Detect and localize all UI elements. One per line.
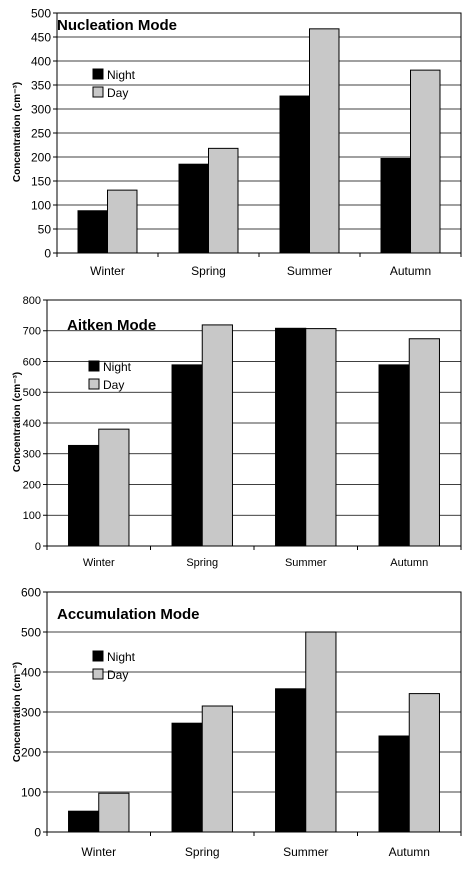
y-axis-label: Concentration (cm⁻³) — [12, 82, 23, 182]
x-tick-label: Summer — [283, 845, 328, 859]
chart-title: Aitken Mode — [67, 317, 156, 334]
y-tick-labels: 0 50 100 150 200 250 300 350 400 450 500 — [31, 6, 57, 260]
bar-night-winter — [68, 810, 100, 833]
legend-label-night: Night — [107, 650, 136, 664]
bar-day-winter — [107, 189, 138, 254]
y-tick-label: 600 — [23, 356, 41, 368]
y-tick-labels: 0 100 200 300 400 500 600 700 800 — [23, 295, 47, 553]
bar-day-summer — [309, 28, 340, 254]
x-tick-label: Summer — [285, 557, 327, 569]
y-tick-label: 200 — [21, 745, 41, 759]
y-tick-labels: 0 100 200 300 400 500 600 — [21, 585, 47, 839]
x-tick-label: Winter — [83, 557, 115, 569]
bar-day-spring — [201, 324, 233, 547]
x-tick-label: Autumn — [390, 557, 428, 569]
y-tick-label: 100 — [23, 510, 41, 522]
bar-day-winter — [98, 792, 130, 833]
legend-swatch-night — [92, 650, 104, 662]
y-tick-label: 500 — [21, 625, 41, 639]
y-tick-label: 350 — [31, 78, 51, 92]
bar-night-spring — [178, 163, 209, 254]
legend-swatch-day — [92, 668, 104, 680]
legend-swatch-night — [92, 68, 104, 80]
y-tick-label: 800 — [23, 295, 41, 307]
y-tick-label: 500 — [31, 6, 51, 20]
bars — [77, 28, 441, 254]
nucleation-panel: 0 50 100 150 200 250 300 350 400 450 500 Winter Spr… — [12, 6, 462, 278]
bar-night-autumn — [378, 364, 410, 547]
accumulation-panel: 0 100 200 300 400 500 600 Winter Spring Summer Au… — [12, 585, 462, 859]
aitken-panel: 0 100 200 300 400 500 600 700 800 Winter Spring Su… — [12, 295, 462, 569]
chart-title: Nucleation Mode — [57, 17, 177, 34]
x-tick-label: Spring — [191, 264, 226, 278]
bars — [68, 324, 440, 547]
legend: Night Day — [88, 360, 132, 392]
bar-night-autumn — [378, 735, 410, 833]
bar-day-spring — [208, 147, 239, 254]
legend: Night Day — [92, 650, 136, 682]
y-axis-label: Concentration (cm⁻³) — [12, 372, 23, 472]
bar-night-winter — [68, 444, 100, 547]
y-tick-label: 0 — [34, 825, 41, 839]
legend-label-day: Day — [107, 86, 128, 100]
x-tick-labels: Winter Spring Summer Autumn — [56, 253, 462, 278]
bar-day-summer — [305, 631, 337, 833]
x-tick-labels: Winter Spring Summer Autumn — [46, 832, 462, 859]
bar-day-autumn — [408, 338, 440, 547]
bar-day-autumn — [408, 693, 440, 833]
legend-swatch-day — [88, 378, 100, 390]
y-tick-label: 450 — [31, 30, 51, 44]
x-tick-label: Autumn — [390, 264, 431, 278]
bar-day-autumn — [410, 69, 441, 254]
y-tick-label: 300 — [21, 705, 41, 719]
y-tick-label: 50 — [38, 222, 52, 236]
bar-day-summer — [305, 328, 337, 547]
y-tick-label: 200 — [23, 479, 41, 491]
legend-swatch-night — [88, 360, 100, 372]
x-tick-label: Winter — [81, 845, 116, 859]
bar-night-summer — [275, 688, 307, 833]
x-tick-labels: Winter Spring Summer Autumn — [46, 546, 462, 569]
y-tick-label: 300 — [31, 102, 51, 116]
legend: Night Day — [92, 68, 136, 100]
y-tick-label: 700 — [23, 326, 41, 338]
chart-title: Accumulation Mode — [57, 606, 200, 623]
y-tick-label: 150 — [31, 174, 51, 188]
bar-night-spring — [171, 722, 203, 833]
y-tick-label: 0 — [44, 246, 51, 260]
x-tick-label: Spring — [186, 557, 218, 569]
y-tick-label: 250 — [31, 126, 51, 140]
legend-label-night: Night — [103, 360, 132, 374]
legend-swatch-day — [92, 86, 104, 98]
x-tick-label: Autumn — [389, 845, 430, 859]
legend-label-day: Day — [107, 668, 128, 682]
y-tick-label: 300 — [23, 449, 41, 461]
bar-night-summer — [275, 327, 307, 547]
bar-night-winter — [77, 210, 109, 254]
y-tick-label: 400 — [31, 54, 51, 68]
bar-night-summer — [279, 95, 310, 254]
bar-night-autumn — [380, 157, 411, 254]
y-tick-label: 400 — [23, 418, 41, 430]
bar-night-spring — [171, 364, 203, 547]
bar-day-spring — [201, 705, 233, 833]
y-tick-label: 100 — [21, 785, 41, 799]
y-tick-label: 500 — [23, 387, 41, 399]
y-tick-label: 600 — [21, 585, 41, 599]
y-tick-label: 100 — [31, 198, 51, 212]
y-tick-label: 0 — [35, 541, 41, 553]
y-tick-label: 200 — [31, 150, 51, 164]
legend-label-day: Day — [103, 378, 124, 392]
bars — [68, 631, 440, 833]
x-tick-label: Winter — [90, 264, 125, 278]
x-tick-label: Summer — [287, 264, 332, 278]
y-tick-label: 400 — [21, 665, 41, 679]
legend-label-night: Night — [107, 68, 136, 82]
x-tick-label: Spring — [185, 845, 220, 859]
y-axis-label: Concentration (cm⁻³) — [12, 662, 23, 762]
bar-day-winter — [98, 428, 130, 547]
